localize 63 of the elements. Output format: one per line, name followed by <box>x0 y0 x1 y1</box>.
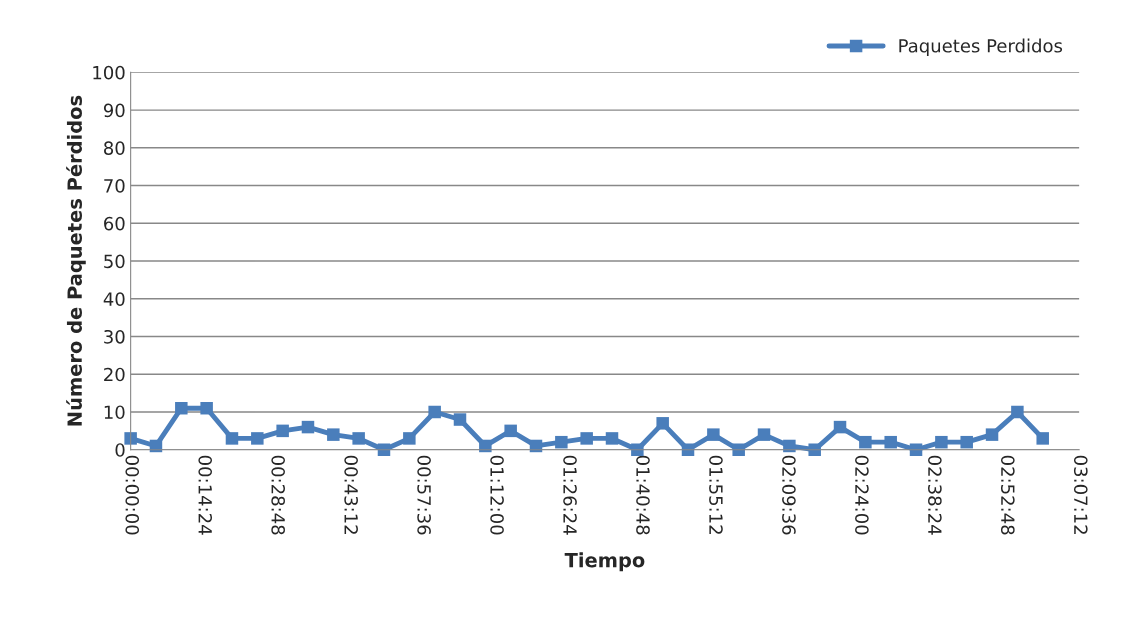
x-tick-label: 03:07:12 <box>1073 455 1088 534</box>
point <box>985 428 999 441</box>
point <box>124 432 137 445</box>
point <box>276 424 289 438</box>
y-tick-label: 40 <box>103 292 125 306</box>
point <box>859 435 872 449</box>
point <box>833 420 847 434</box>
point <box>428 405 441 419</box>
y-tick-label: 70 <box>104 179 125 193</box>
point <box>656 417 669 430</box>
y-tick-label: 90 <box>103 103 125 118</box>
x-tick-label: 02:52:48 <box>1000 455 1015 535</box>
point <box>757 428 771 441</box>
point <box>935 435 948 449</box>
point <box>504 424 517 438</box>
point <box>225 432 239 445</box>
x-axis-title: Tiempo <box>564 552 645 572</box>
point <box>605 432 619 445</box>
point <box>1036 432 1049 445</box>
y-tick-label: 10 <box>104 405 125 420</box>
point <box>403 432 416 445</box>
y-tick-label: 60 <box>104 216 125 231</box>
legend-label: Paquetes Perdidos <box>899 38 1063 57</box>
point <box>200 401 213 415</box>
x-tick-label: 02:09:36 <box>782 455 796 535</box>
point <box>377 443 391 456</box>
point <box>909 443 923 456</box>
y-tick-label: 100 <box>93 65 125 80</box>
y-tick-label: 20 <box>104 367 125 382</box>
y-tick-label: 30 <box>104 329 125 344</box>
point <box>732 443 745 456</box>
point <box>960 435 973 449</box>
point <box>580 432 593 445</box>
point <box>555 435 568 449</box>
x-tick-label: 00:43:12 <box>344 455 358 534</box>
y-tick-label: 50 <box>104 254 125 269</box>
point <box>1011 405 1024 419</box>
point <box>808 443 821 456</box>
x-tick-label: 00:57:36 <box>417 455 431 535</box>
point <box>479 439 492 453</box>
y-tick-label: 80 <box>104 141 125 155</box>
point <box>251 432 264 445</box>
point <box>327 428 340 441</box>
point <box>352 432 365 445</box>
x-tick-label: 01:55:12 <box>709 455 723 534</box>
y-axis-title: Número de Paquetes Pérdidos <box>66 95 86 426</box>
point <box>884 435 897 449</box>
x-tick-label: 00:14:24 <box>198 455 213 535</box>
point <box>301 420 315 434</box>
x-tick-label: 01:26:24 <box>563 455 577 535</box>
x-tick-label: 01:40:48 <box>636 455 650 535</box>
point <box>631 443 644 456</box>
y-tick-label: 0 <box>115 443 125 457</box>
x-tick-label: 00:00:00 <box>125 455 140 535</box>
x-tick-label: 01:12:00 <box>490 455 504 535</box>
x-tick-label: 02:24:00 <box>855 455 869 535</box>
x-tick-label: 00:28:48 <box>271 455 285 535</box>
point <box>783 439 796 453</box>
x-tick-label: 02:38:24 <box>928 455 942 535</box>
point <box>707 428 720 441</box>
point <box>175 401 188 415</box>
point <box>681 443 695 456</box>
point <box>453 413 467 426</box>
